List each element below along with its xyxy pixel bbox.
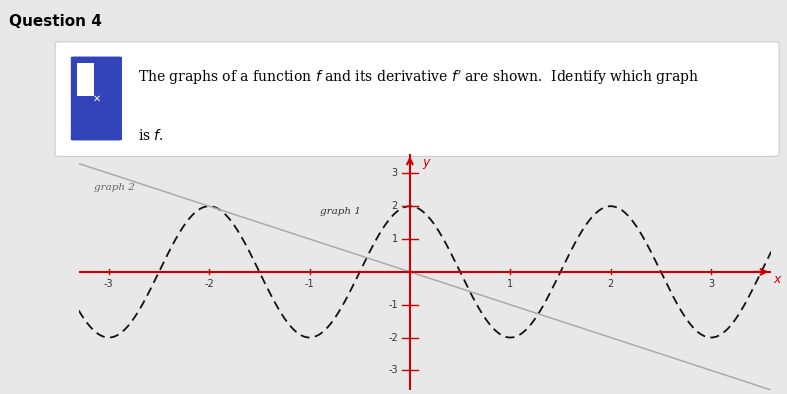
Text: 3: 3 <box>392 168 398 178</box>
Text: $x$: $x$ <box>774 273 783 286</box>
Text: 1: 1 <box>392 234 398 244</box>
FancyBboxPatch shape <box>55 42 779 156</box>
Text: 1: 1 <box>508 279 513 289</box>
Text: 2: 2 <box>608 279 614 289</box>
Text: -1: -1 <box>305 279 314 289</box>
Text: ✕: ✕ <box>93 93 101 104</box>
Text: -1: -1 <box>388 300 398 310</box>
Text: Question 4: Question 4 <box>9 14 102 29</box>
Text: 2: 2 <box>392 201 398 211</box>
Text: graph 1: graph 1 <box>320 207 360 216</box>
Text: -3: -3 <box>104 279 113 289</box>
Text: 3: 3 <box>708 279 714 289</box>
Text: $y$: $y$ <box>422 157 432 171</box>
Text: -2: -2 <box>388 333 398 342</box>
Text: -3: -3 <box>388 365 398 375</box>
Text: graph 2: graph 2 <box>94 183 135 192</box>
FancyBboxPatch shape <box>77 63 94 96</box>
FancyBboxPatch shape <box>71 57 122 141</box>
Text: is $f$.: is $f$. <box>138 128 164 143</box>
Text: The graphs of a function $f$ and its derivative $f'$ are shown.  Identify which : The graphs of a function $f$ and its der… <box>138 69 699 87</box>
Text: -2: -2 <box>205 279 214 289</box>
